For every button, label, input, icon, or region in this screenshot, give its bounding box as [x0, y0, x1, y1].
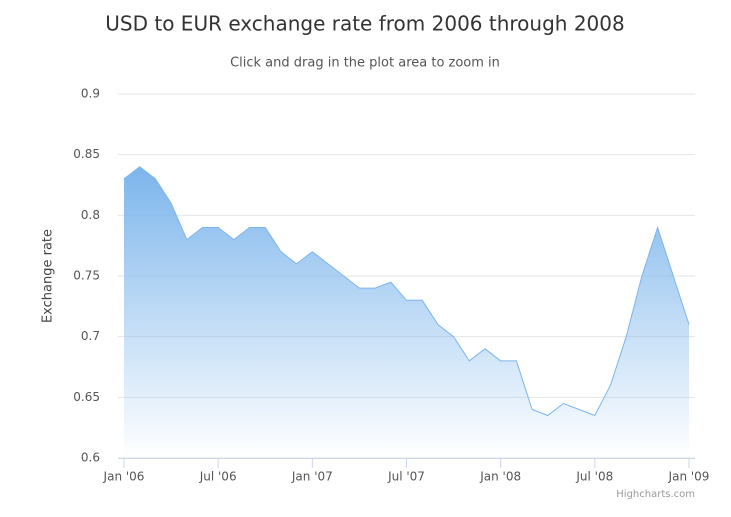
x-tick-label: Jan '09: [668, 470, 710, 484]
chart-title: USD to EUR exchange rate from 2006 throu…: [105, 12, 624, 36]
y-tick-label: 0.9: [81, 87, 100, 101]
y-axis-title: Exchange rate: [41, 229, 56, 323]
chart-subtitle: Click and drag in the plot area to zoom …: [230, 56, 500, 71]
credits[interactable]: Highcharts.com: [616, 489, 695, 500]
x-tick-label: Jan '06: [103, 470, 145, 484]
y-tick-label: 0.85: [73, 147, 100, 161]
y-tick-label: 0.75: [73, 269, 100, 283]
x-tick-label: Jul '07: [387, 470, 425, 484]
x-tick-label: Jul '06: [199, 470, 237, 484]
y-tick-label: 0.8: [81, 208, 100, 222]
area-fill: [124, 166, 689, 459]
x-tick-label: Jul '08: [575, 470, 613, 484]
x-tick-label: Jan '07: [291, 470, 333, 484]
area-line: [123, 166, 690, 417]
y-tick-label: 0.7: [81, 329, 100, 343]
x-tick-label: Jan '08: [479, 470, 521, 484]
y-tick-label: 0.6: [81, 451, 100, 465]
y-tick-label: 0.65: [73, 390, 100, 404]
